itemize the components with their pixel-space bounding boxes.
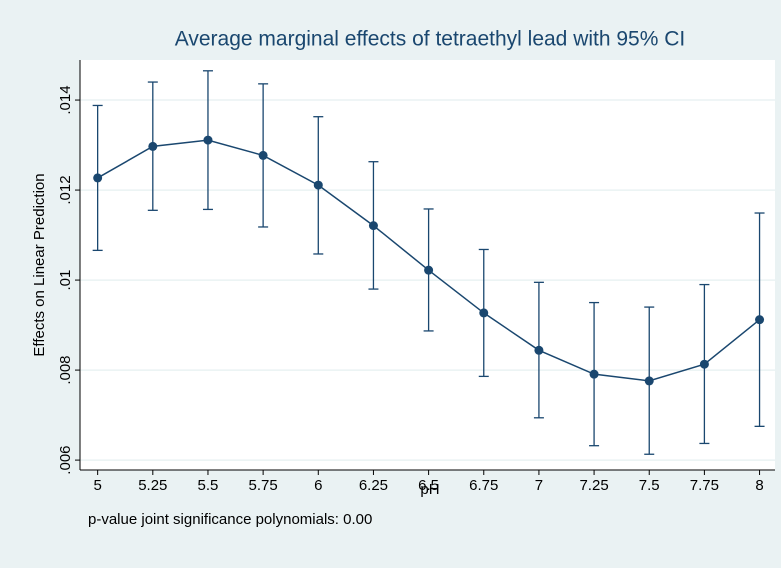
point xyxy=(644,376,654,386)
y-tick-label: .014 xyxy=(57,85,74,114)
x-tick-label: 6.75 xyxy=(469,477,498,494)
point xyxy=(589,369,599,379)
x-tick-label: 5.5 xyxy=(198,477,219,494)
x-tick-label: 6.5 xyxy=(418,477,439,494)
x-tick-label: 7.5 xyxy=(639,477,660,494)
point xyxy=(258,150,268,160)
plot-area xyxy=(80,60,775,470)
point xyxy=(534,345,544,355)
x-tick-label: 5 xyxy=(93,477,101,494)
y-tick-label: .01 xyxy=(57,270,74,291)
point xyxy=(93,173,103,183)
chart-title: Average marginal effects of tetraethyl l… xyxy=(175,28,686,51)
x-tick-label: 7.75 xyxy=(690,477,719,494)
x-tick-label: 7 xyxy=(535,477,543,494)
x-tick-label: 5.25 xyxy=(138,477,167,494)
point xyxy=(424,265,434,275)
x-tick-label: 6 xyxy=(314,477,322,494)
x-tick-label: 5.75 xyxy=(249,477,278,494)
point xyxy=(313,180,323,190)
x-tick-label: 7.25 xyxy=(579,477,608,494)
point xyxy=(755,315,765,325)
point xyxy=(479,308,489,318)
point xyxy=(148,141,158,151)
y-tick-label: .008 xyxy=(57,355,74,384)
point xyxy=(699,359,709,369)
y-tick-label: .006 xyxy=(57,445,74,474)
x-axis-label: pH xyxy=(420,481,439,498)
point xyxy=(368,221,378,231)
x-tick-label: 8 xyxy=(755,477,763,494)
note: p-value joint significance polynomials: … xyxy=(88,511,372,528)
y-axis-label: Effects on Linear Prediction xyxy=(31,173,48,356)
point xyxy=(203,135,213,145)
x-tick-label: 6.25 xyxy=(359,477,388,494)
y-tick-label: .012 xyxy=(57,175,74,204)
